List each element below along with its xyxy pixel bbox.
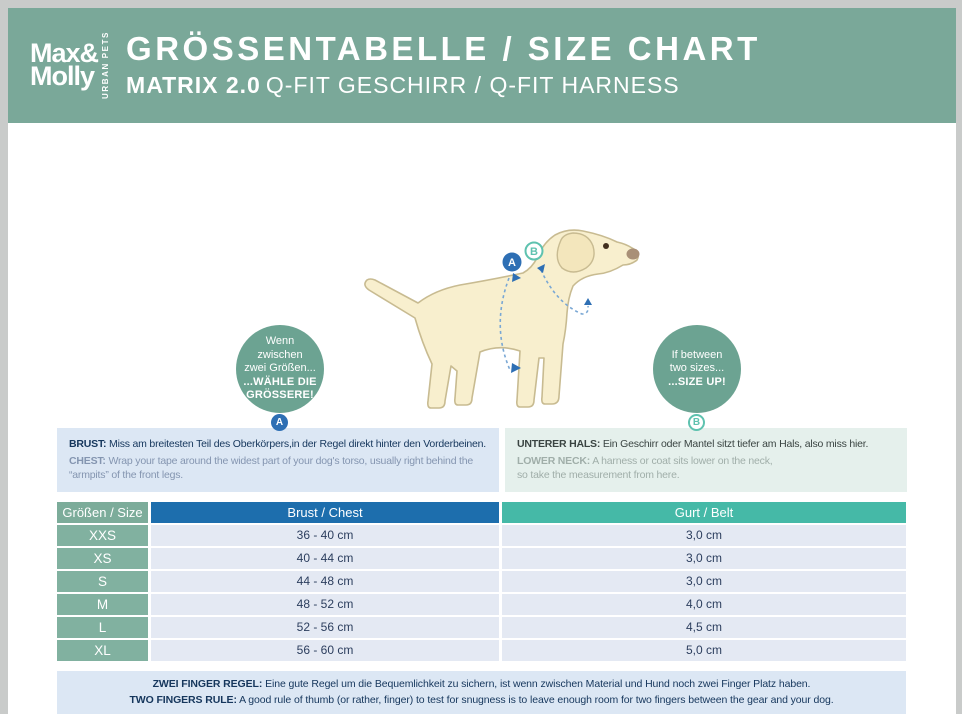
size-label: XL (57, 640, 148, 661)
neck-info-en-label: LOWER NECK: (517, 455, 591, 468)
neck-info-de-label: UNTERER HALS: (517, 438, 601, 450)
marker-a-icon: A (502, 252, 522, 272)
logo-tagline: URBAN PETS (101, 31, 111, 100)
bubble-de-line: Wenn (265, 335, 295, 348)
bubble-de-line: zwei Größen... (244, 362, 316, 375)
page: Max& Molly URBAN PETS GRÖSSENTABELLE / S… (8, 8, 956, 714)
size-up-bubble-de: Wenn zwischen zwei Größen... ...WÄHLE DI… (236, 325, 324, 413)
svg-text:A: A (508, 257, 516, 269)
neck-info-box: UNTERER HALS: Ein Geschirr oder Mantel s… (505, 428, 907, 492)
header-titles: GRÖSSENTABELLE / SIZE CHART MATRIX 2.0 Q-… (126, 32, 761, 99)
product-name: MATRIX 2.0 (126, 71, 261, 98)
neck-info-en: LOWER NECK: A harness or coat sits lower… (517, 454, 895, 482)
bubble-en-line: two sizes... (669, 362, 725, 375)
chest-measure-line (499, 277, 511, 371)
chest-value: 52 - 56 cm (151, 617, 499, 638)
brand-logo: Max& Molly URBAN PETS (30, 31, 110, 99)
size-label: XXS (57, 525, 148, 546)
belt-value: 3,0 cm (502, 548, 906, 569)
size-label: L (57, 617, 148, 638)
bubble-en-bold-line: ...SIZE UP! (668, 375, 726, 388)
page-title: GRÖSSENTABELLE / SIZE CHART (126, 30, 761, 68)
neck-measure-arrow-right (584, 298, 592, 305)
dog-nose (626, 248, 640, 260)
two-finger-rule-en-text: A good rule of thumb (or rather, finger)… (239, 694, 834, 706)
two-finger-rule-de-text: Eine gute Regel um die Bequemlichkeit zu… (265, 678, 811, 690)
svg-text:B: B (530, 246, 538, 258)
chest-measure-arrow-top (512, 273, 521, 282)
belt-value: 3,0 cm (502, 571, 906, 592)
neck-measure-arrow-top (537, 264, 545, 273)
header-band: Max& Molly URBAN PETS GRÖSSENTABELLE / S… (8, 8, 956, 123)
chest-measure-arrow-bottom (511, 363, 521, 373)
chest-value: 44 - 48 cm (151, 571, 499, 592)
chest-info-en-label: CHEST: (69, 455, 106, 468)
chest-info-en-text: Wrap your tape around the widest part of… (69, 455, 474, 482)
chest-info-box: BRUST: Miss am breitesten Teil des Oberk… (57, 428, 499, 492)
two-finger-rule-de-label: ZWEI FINGER REGEL: (152, 678, 263, 690)
chest-info-de-label: BRUST: (69, 438, 107, 450)
chest-value: 36 - 40 cm (151, 525, 499, 546)
logo-line-1: Max& (30, 37, 99, 68)
dog-eye (603, 243, 609, 249)
dog-ear (556, 232, 595, 273)
bubble-de-line: zwischen (257, 348, 303, 361)
size-label: XS (57, 548, 148, 569)
marker-b-icon: B (524, 241, 544, 261)
size-table: Größen / Size Brust / Chest Gurt / Belt … (57, 502, 906, 661)
belt-value: 4,5 cm (502, 617, 906, 638)
logo-line-2: Molly (30, 61, 95, 92)
product-descriptor: Q-FIT GESCHIRR / Q-FIT HARNESS (265, 71, 680, 98)
chest-info-de-text: Miss am breitesten Teil des Oberkörpers,… (109, 438, 486, 450)
marker-b-badge: B (688, 414, 705, 431)
belt-value: 4,0 cm (502, 594, 906, 615)
bubble-de-bold-line: ...WÄHLE DIE (243, 375, 317, 388)
size-label: M (57, 594, 148, 615)
dog-illustration: A B (364, 229, 640, 409)
neck-info-de-text: Ein Geschirr oder Mantel sitzt tiefer am… (602, 438, 869, 450)
marker-a-badge: A (271, 414, 288, 431)
belt-value: 5,0 cm (502, 640, 906, 661)
brand-logo-wordmark: Max& Molly (30, 37, 99, 92)
chest-value: 48 - 52 cm (151, 594, 499, 615)
size-up-bubble-en: If between two sizes... ...SIZE UP! (653, 325, 741, 413)
page-subtitle: MATRIX 2.0 Q-FIT GESCHIRR / Q-FIT HARNESS (126, 72, 761, 99)
size-label: S (57, 571, 148, 592)
chest-info-en: CHEST: Wrap your tape around the widest … (69, 454, 487, 482)
two-finger-rule-en: TWO FINGERS RULE: A good rule of thumb (… (57, 694, 906, 706)
column-header-chest: Brust / Chest (151, 502, 499, 523)
neck-measure-line (540, 269, 589, 315)
chest-value: 40 - 44 cm (151, 548, 499, 569)
belt-value: 3,0 cm (502, 525, 906, 546)
two-finger-rule-en-label: TWO FINGERS RULE: (129, 694, 237, 706)
two-finger-rule-de: ZWEI FINGER REGEL: Eine gute Regel um di… (57, 678, 906, 690)
chest-value: 56 - 60 cm (151, 640, 499, 661)
bubble-en-line: If between (671, 348, 723, 361)
two-finger-rule-box: ZWEI FINGER REGEL: Eine gute Regel um di… (57, 671, 906, 714)
chest-info-de: BRUST: Miss am breitesten Teil des Oberk… (69, 437, 487, 451)
column-header-belt: Gurt / Belt (502, 502, 906, 523)
dog-body (364, 229, 639, 409)
neck-info-de: UNTERER HALS: Ein Geschirr oder Mantel s… (517, 437, 895, 451)
bubble-de-bold-line: GRÖSSERE! (246, 389, 314, 402)
neck-info-en-text: A harness or coat sits lower on the neck… (517, 455, 773, 482)
column-header-size: Größen / Size (57, 502, 148, 523)
